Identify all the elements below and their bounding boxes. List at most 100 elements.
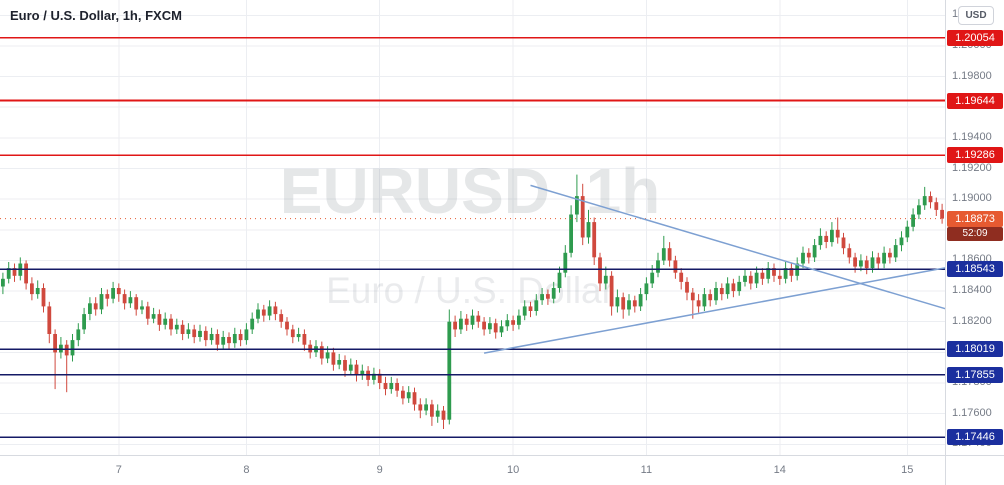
candle-body	[174, 324, 179, 330]
candle-body	[401, 390, 405, 399]
candle-body	[354, 364, 359, 376]
candle-body	[412, 392, 417, 405]
support-price-label: 1.17446	[947, 429, 1003, 446]
candle-body	[209, 334, 214, 341]
candle-body	[157, 314, 162, 325]
candle-body	[296, 334, 301, 338]
candle-body	[256, 309, 260, 319]
candle-body	[922, 196, 927, 206]
candle-body	[719, 288, 724, 295]
ascending-trendline[interactable]	[483, 267, 945, 354]
candle-body	[215, 334, 220, 345]
time-axis[interactable]: 7 8 9 10 11 14 15	[0, 455, 945, 485]
candle-body	[418, 404, 423, 411]
candle-body	[841, 237, 846, 249]
candle-body	[517, 315, 521, 325]
candle-body	[725, 283, 730, 295]
support-price-label: 1.18543	[947, 261, 1003, 278]
currency-badge[interactable]: USD	[958, 6, 994, 25]
watermark-symbol: EURUSD 1h	[280, 155, 661, 227]
candle-body	[470, 315, 475, 325]
candle-body	[644, 283, 649, 295]
candle-body	[116, 288, 121, 295]
candle-body	[917, 205, 921, 215]
candle-body	[163, 318, 168, 325]
candle-body	[285, 321, 289, 330]
candle-body	[748, 275, 753, 284]
symbol-legend[interactable]: Euro / U.S. Dollar, 1h, FXCM	[10, 8, 182, 23]
time-tick-label: 8	[243, 464, 250, 476]
candle-body	[35, 288, 40, 295]
candle-body	[493, 323, 498, 333]
candle-body	[598, 257, 602, 284]
candle-body	[111, 288, 115, 299]
candle-body	[383, 383, 388, 390]
candle-body	[534, 300, 539, 311]
candle-body	[557, 272, 562, 288]
price-tick-label: 1.19400	[952, 130, 992, 143]
candle-body	[609, 275, 614, 307]
candle-body	[128, 297, 133, 304]
candle-body	[6, 268, 11, 279]
candle-body	[41, 288, 46, 307]
candle-body	[459, 318, 463, 330]
candle-body	[441, 410, 446, 420]
candle-body	[650, 272, 655, 284]
candle-body	[140, 306, 144, 310]
time-tick-label: 9	[376, 464, 383, 476]
candle-body	[290, 329, 295, 338]
price-tick-label: 1.19800	[952, 69, 992, 82]
candle-body	[777, 275, 782, 279]
candle-body	[783, 268, 788, 279]
time-tick-label: 10	[506, 464, 520, 476]
candle-body	[203, 330, 208, 341]
time-tick-label: 7	[115, 464, 122, 476]
candle-body	[673, 260, 678, 273]
candle-body	[522, 306, 527, 316]
candle-body	[464, 318, 469, 325]
descending-trendline[interactable]	[530, 184, 946, 310]
candle-body	[789, 268, 794, 276]
candle-body	[830, 229, 834, 243]
candle-body	[221, 337, 226, 345]
candle-body	[389, 383, 394, 390]
axis-corner	[945, 455, 1004, 485]
time-tick-label: 11	[640, 464, 653, 476]
candle-body	[395, 383, 399, 391]
candle-body	[702, 294, 707, 307]
candle-body	[847, 248, 852, 258]
price-tick-label: 1.18200	[952, 314, 992, 327]
candle-body	[93, 303, 98, 310]
candle-body	[911, 214, 915, 227]
candle-body	[806, 252, 811, 258]
bar-countdown-label: 52:09	[947, 226, 1003, 241]
candle-body	[122, 294, 127, 304]
candle-body	[511, 320, 515, 325]
candle-body	[53, 334, 57, 353]
candle-body	[569, 214, 573, 253]
candle-body	[661, 248, 666, 261]
candle-body	[760, 272, 765, 279]
candle-body	[546, 294, 550, 299]
candle-body	[82, 314, 86, 330]
candle-body	[864, 260, 869, 269]
candle-body	[186, 329, 191, 334]
candle-body	[360, 370, 365, 376]
candle-body	[882, 252, 886, 264]
chart-canvas[interactable]: EURUSD 1h Euro / U.S. Dollar	[0, 0, 945, 455]
candle-body	[580, 196, 585, 238]
chart-pane[interactable]: EURUSD 1h Euro / U.S. Dollar Euro / U.S. …	[0, 0, 945, 455]
candle-body	[406, 392, 411, 399]
price-tick-label: 1.19000	[952, 192, 992, 205]
candle-body	[737, 281, 742, 292]
candle-body	[690, 292, 695, 301]
candle-body	[232, 334, 237, 344]
price-axis[interactable]: USD 1.202001.200001.198001.196001.194001…	[945, 0, 1004, 455]
candle-body	[575, 196, 579, 215]
candle-body	[772, 268, 776, 276]
candle-body	[343, 360, 347, 371]
last-price-label: 1.18873	[947, 210, 1003, 227]
candle-body	[824, 235, 829, 242]
candle-body	[563, 252, 568, 273]
